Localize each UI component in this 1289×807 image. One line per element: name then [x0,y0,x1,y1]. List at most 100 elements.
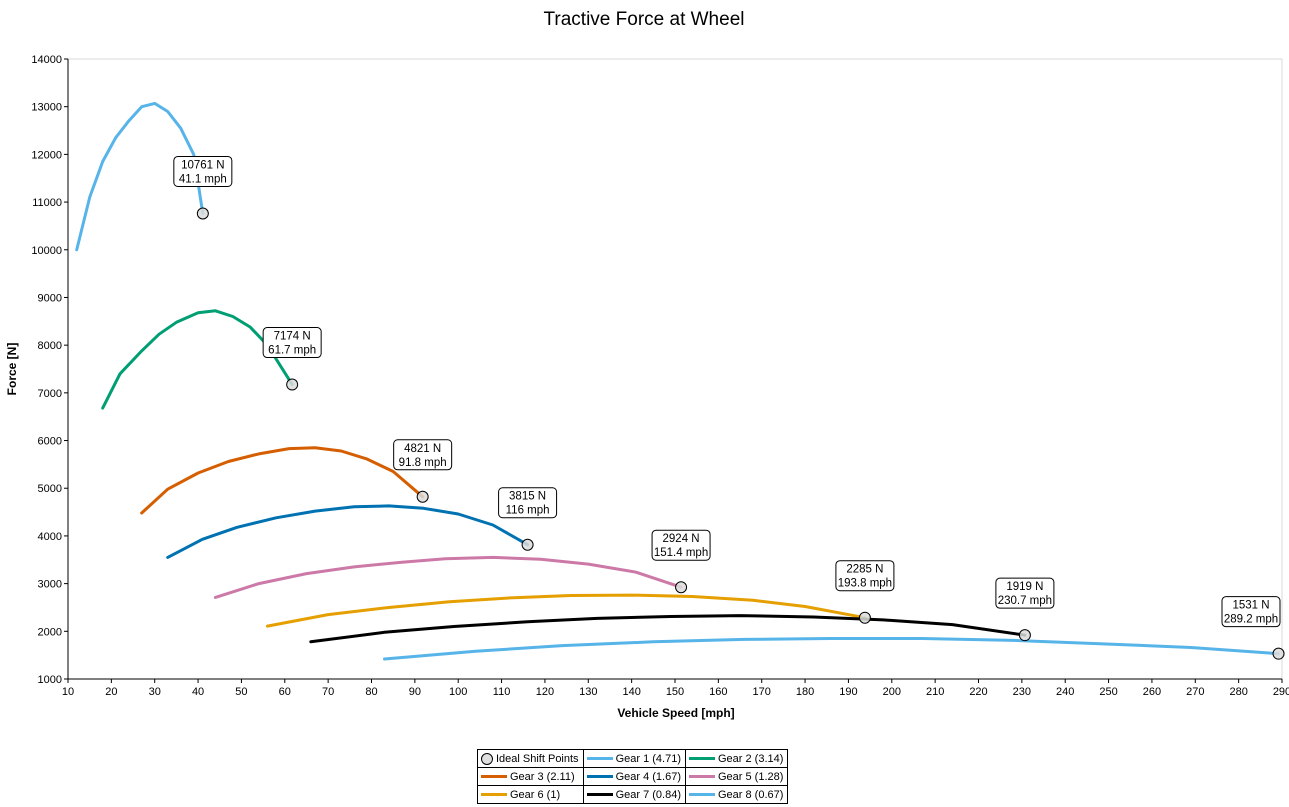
shift-point-marker [1018,629,1031,642]
y-tick-label: 14000 [31,54,62,66]
series-line-gear-7 [309,614,1027,644]
annotation-speed-label: 91.8 mph [399,457,447,469]
shift-point-annotation: 2924 N 151.4 mph [651,529,711,561]
shift-point-marker [858,611,871,624]
x-tick-label: 130 [579,686,597,698]
annotation-speed-label: 193.8 mph [838,578,892,590]
y-tick-label: 5000 [38,483,62,495]
annotation-speed-label: 151.4 mph [654,547,708,559]
x-tick-label: 290 [1273,686,1289,698]
x-tick-label: 230 [1013,686,1031,698]
x-tick-label: 280 [1229,686,1247,698]
y-tick-label: 12000 [31,149,62,161]
annotation-force-label: 2924 N [663,533,700,545]
legend-label: Gear 8 (0.67) [717,788,784,801]
shift-point-annotation: 4821 N 91.8 mph [393,439,453,471]
legend-line-swatch [481,793,507,796]
legend-label: Gear 3 (2.11) [510,770,575,783]
shift-point-marker [521,538,534,551]
y-axis-label: Force [N] [5,343,19,396]
y-tick-label: 4000 [38,531,62,543]
shift-point-annotations: 10761 N 41.1 mph 7174 N 61.7 mph 4821 N 91.8 … [173,155,1281,628]
chart-title: Tractive Force at Wheel [544,9,745,30]
y-tick-label: 13000 [31,102,62,114]
legend-row: Gear 6 (1) Gear 7 (0.84) Gear 8 (0.67) [477,785,789,804]
legend-entry: Gear 6 (1) [477,785,584,804]
annotation-box [835,560,895,592]
legend-label: Ideal Shift Points [496,752,579,765]
shift-point-marker [416,490,429,503]
x-tick-label: 120 [536,686,554,698]
series-layer [75,101,1280,661]
annotation-force-label: 3815 N [509,491,546,503]
x-tick-label: 200 [883,686,901,698]
legend-entry: Gear 1 (4.71) [582,749,686,768]
legend-line-swatch [688,775,715,778]
annotation-speed-label: 61.7 mph [268,345,316,357]
series-line-gear-4 [166,504,530,559]
legend-line-swatch [688,757,715,760]
x-tick-label: 180 [796,686,814,698]
annotation-force-label: 10761 N [181,159,224,171]
legend-label: Gear 4 (1.67) [615,770,681,783]
legend-label: Gear 6 (1) [510,788,561,801]
shift-point-annotation: 1919 N 230.7 mph [995,577,1055,609]
legend-label: Gear 7 (0.84) [615,788,681,801]
annotation-box [995,577,1055,609]
x-tick-label: 190 [839,686,857,698]
axes: 10 20 30 40 50 60 70 80 90 100 110 120 130 140 150 160 1… [31,54,1289,698]
x-tick-label: 260 [1143,686,1161,698]
x-tick-label: 110 [493,686,511,698]
annotation-box [262,327,322,359]
annotation-box [393,439,453,471]
annotation-force-label: 1919 N [1006,581,1043,593]
x-tick-label: 210 [926,686,944,698]
annotation-force-label: 4821 N [404,443,441,455]
x-tick-label: 240 [1056,686,1074,698]
annotation-force-label: 7174 N [274,331,311,343]
series-line-gear-2 [101,309,294,410]
annotation-box [498,487,558,519]
series-line-gear-5 [213,555,683,599]
x-tick-label: 80 [365,686,377,698]
legend-label: Gear 2 (3.14) [717,752,784,765]
legend-row: Gear 3 (2.11) Gear 4 (1.67) Gear 5 (1.28) [477,767,789,786]
legend-marker-swatch [481,752,493,765]
x-tick-label: 250 [1099,686,1117,698]
x-tick-label: 10 [62,686,74,698]
x-tick-label: 50 [235,686,247,698]
x-tick-label: 90 [409,686,421,698]
annotation-box [651,529,711,561]
x-tick-label: 100 [449,686,467,698]
legend-line-swatch [586,757,613,760]
legend-label: Gear 1 (4.71) [615,752,681,765]
series-line-gear-8 [383,637,1280,661]
annotation-force-label: 2285 N [846,564,883,576]
x-tick-label: 140 [622,686,640,698]
legend: Ideal Shift Points Gear 1 (4.71) Gear 2 (3… [477,749,789,804]
legend-line-swatch [688,793,715,796]
y-tick-label: 6000 [38,436,62,448]
series-line-gear-1 [75,101,205,252]
y-tick-label: 7000 [38,388,62,400]
shift-point-annotation: 3815 N 116 mph [498,487,558,519]
annotation-speed-label: 41.1 mph [179,173,227,185]
annotation-box [1221,596,1281,628]
y-tick-label: 9000 [38,292,62,304]
series-line-gear-3 [140,446,425,515]
shift-point-marker [196,207,209,220]
legend-label: Gear 5 (1.28) [717,770,784,783]
legend-entry: Gear 5 (1.28) [684,767,789,786]
legend-entry: Gear 2 (3.14) [684,749,789,768]
legend-line-swatch [481,775,507,778]
annotation-force-label: 1531 N [1232,600,1269,612]
x-tick-label: 60 [279,686,291,698]
y-tick-label: 1000 [38,674,62,686]
legend-entry: Ideal Shift Points [477,749,584,768]
series-line-gear-6 [265,593,867,628]
y-tick-label: 3000 [38,579,62,591]
x-tick-label: 40 [192,686,204,698]
legend-row: Ideal Shift Points Gear 1 (4.71) Gear 2 (3… [477,749,789,768]
legend-line-swatch [586,775,613,778]
x-tick-label: 70 [322,686,334,698]
